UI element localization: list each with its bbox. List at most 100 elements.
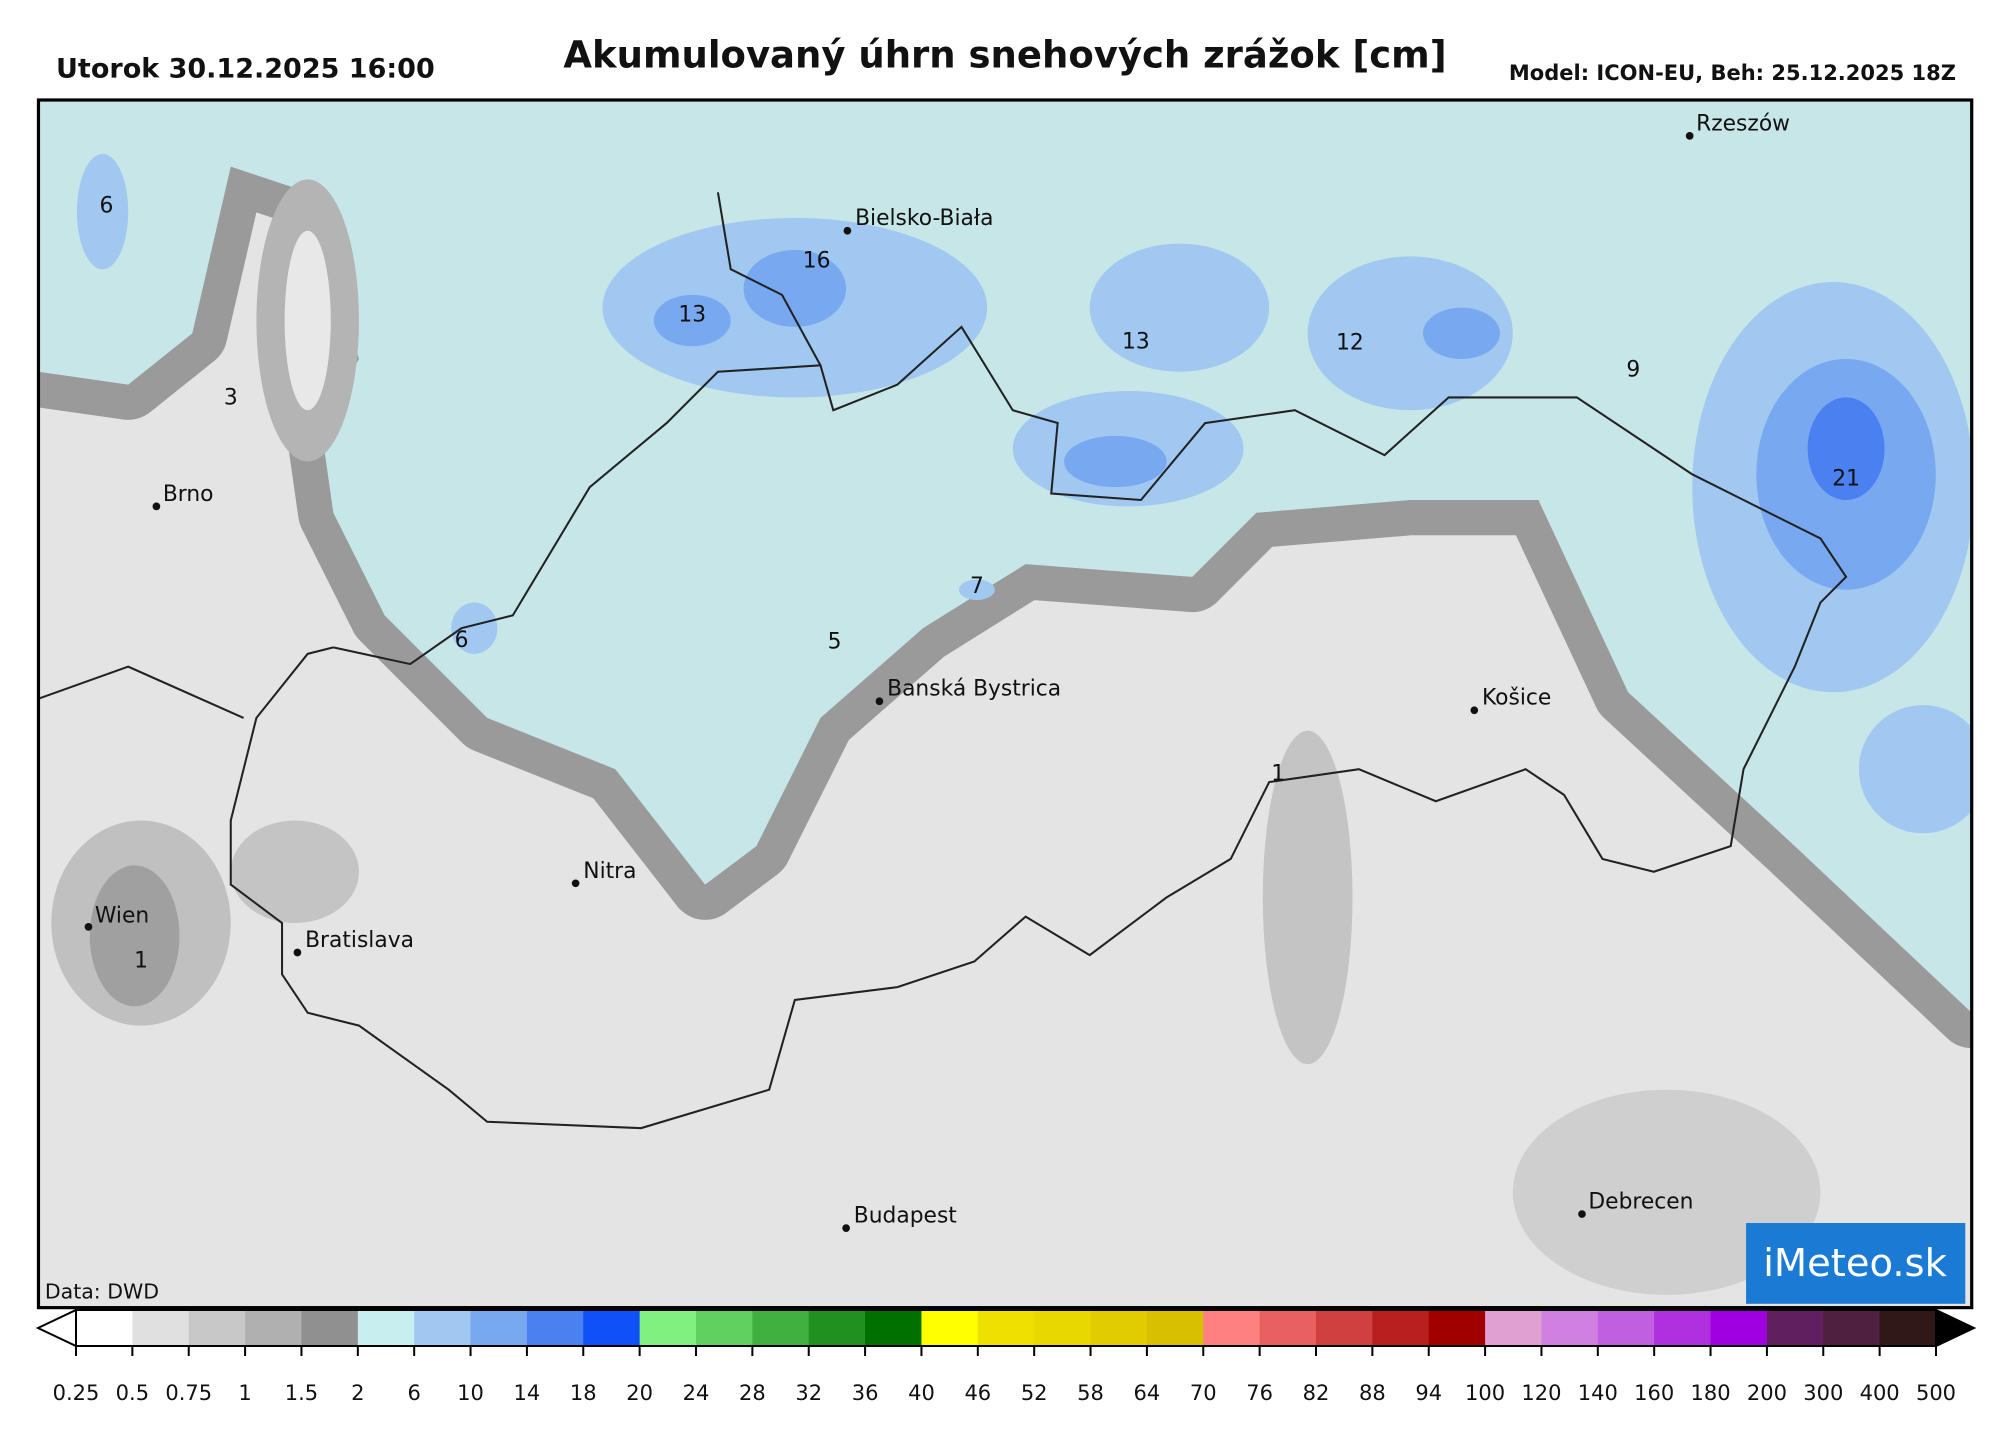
colorbar-segment: [977, 1310, 1035, 1346]
colorbar-tick-label: 14: [514, 1381, 541, 1405]
colorbar-segment: [188, 1310, 246, 1346]
colorbar-segment: [639, 1310, 697, 1346]
colorbar-segment: [808, 1310, 866, 1346]
value-label: 21: [1832, 466, 1860, 491]
colorbar-tick-label: 6: [407, 1381, 420, 1405]
value-label: 9: [1626, 357, 1640, 382]
cities: Rzeszów Bielsko-Biała Brno Banská Bystri…: [84, 111, 1790, 1233]
city-label: Košice: [1482, 686, 1551, 711]
colorbar-tick-label: 40: [908, 1381, 935, 1405]
colorbar-segment: [526, 1310, 584, 1346]
city-label: Wien: [95, 904, 149, 929]
city-label: Rzeszów: [1696, 111, 1790, 136]
colorbar-tick-label: 46: [964, 1381, 991, 1405]
title: Akumulovaný úhrn snehových zrážok [cm]: [563, 34, 1446, 77]
colorbar-tick-label: 24: [683, 1381, 710, 1405]
colorbar-segment: [1259, 1310, 1317, 1346]
city-label: Bielsko-Biała: [855, 206, 993, 231]
datetime: Utorok 30.12.2025 16:00: [56, 54, 435, 85]
colorbar-tick-label: 10: [457, 1381, 484, 1405]
colorbar-tick-label: 82: [1303, 1381, 1330, 1405]
colorbar-tick-label: 180: [1690, 1381, 1730, 1405]
colorbar-segment: [245, 1310, 302, 1346]
colorbar-tick-label: 1: [238, 1381, 251, 1405]
value-label: 12: [1336, 331, 1364, 356]
city-label: Banská Bystrica: [887, 677, 1061, 702]
city-label: Bratislava: [305, 928, 414, 953]
colorbar-segment: [1823, 1310, 1881, 1346]
colorbar-segment: [752, 1310, 810, 1346]
colorbar-segment: [1879, 1310, 1937, 1346]
colorbar-segment: [414, 1310, 472, 1346]
value-label: 6: [99, 193, 113, 218]
colorbar-tick-label: 94: [1415, 1381, 1442, 1405]
value-label: 13: [678, 302, 706, 327]
colorbar-tick-label: 58: [1077, 1381, 1104, 1405]
colorbar-tick-label: 64: [1134, 1381, 1161, 1405]
city-label: Debrecen: [1588, 1190, 1693, 1215]
colorbar-tick-label: 200: [1747, 1381, 1787, 1405]
colorbar-segment: [132, 1310, 190, 1346]
colorbar: 0.25 0.5 0.75 1 1.5 2 6 10 14 18 20 24 28 32 36 40 46 52 5…: [35, 1308, 1977, 1405]
colorbar-tick-label: 70: [1190, 1381, 1217, 1405]
value-label: 13: [1122, 329, 1150, 354]
value-label: 7: [970, 574, 984, 599]
colorbar-segment: [583, 1310, 641, 1346]
colorbar-segment: [696, 1310, 753, 1346]
value-label: 1: [134, 949, 148, 974]
colorbar-segment: [1372, 1310, 1430, 1346]
value-label: 6: [455, 628, 469, 653]
colorbar-tick-label: 160: [1634, 1381, 1674, 1405]
colorbar-segment: [1541, 1310, 1599, 1346]
colorbar-segment: [1710, 1310, 1768, 1346]
colorbar-tick-label: 140: [1578, 1381, 1618, 1405]
colorbar-segment: [1146, 1310, 1204, 1346]
colorbar-segment: [921, 1310, 979, 1346]
colorbar-segment: [1766, 1310, 1824, 1346]
colorbar-tick-label: 500: [1916, 1381, 1956, 1405]
colorbar-tick-label: 36: [852, 1381, 879, 1405]
colorbar-segment: [357, 1310, 415, 1346]
colorbar-tick-label: 300: [1803, 1381, 1843, 1405]
value-label: 1: [1271, 761, 1285, 786]
colorbar-tick-label: 100: [1465, 1381, 1505, 1405]
colorbar-tick-label: 120: [1521, 1381, 1561, 1405]
colorbar-tick-label: 20: [626, 1381, 653, 1405]
colorbar-segment: [1597, 1310, 1655, 1346]
map: Rzeszów Bielsko-Biała Brno Banská Bystri…: [36, 98, 1974, 1310]
colorbar-high-arrow: [1935, 1308, 1977, 1348]
colorbar-segment: [865, 1310, 922, 1346]
colorbar-segment: [301, 1310, 359, 1346]
data-credit: Data: DWD: [45, 1279, 159, 1303]
logo-box: [1746, 1223, 1966, 1304]
colorbar-tick-label: 0.75: [165, 1381, 212, 1405]
colorbar-tick-label: 400: [1860, 1381, 1900, 1405]
colorbar-segment: [1485, 1310, 1542, 1346]
colorbar-tick-label: 18: [570, 1381, 597, 1405]
colorbar-tick-label: 32: [795, 1381, 822, 1405]
colorbar-tick-label: 2: [351, 1381, 364, 1405]
value-labels: 6 16 13 13 12 9 3 21 7 6 5 1 1: [99, 193, 1859, 973]
colorbar-tick-label: 52: [1021, 1381, 1048, 1405]
colorbar-segment: [1203, 1310, 1261, 1346]
colorbar-tick-label: 28: [739, 1381, 766, 1405]
logo: iMeteo.sk: [1763, 1241, 1947, 1286]
colorbar-segment: [470, 1310, 528, 1346]
value-label: 5: [828, 629, 842, 654]
model-info: Model: ICON-EU, Beh: 25.12.2025 18Z: [1509, 61, 1956, 85]
colorbar-segment: [1316, 1310, 1373, 1346]
value-label: 16: [803, 249, 831, 274]
colorbar-segment: [1090, 1310, 1148, 1346]
colorbar-segment: [1034, 1310, 1092, 1346]
colorbar-tick-label: 88: [1359, 1381, 1386, 1405]
colorbar-segment: [1428, 1310, 1486, 1346]
value-label: 3: [224, 386, 238, 411]
colorbar-tick-label: 0.5: [116, 1381, 149, 1405]
colorbar-tick-label: 1.5: [285, 1381, 318, 1405]
colorbar-tick-label: 0.25: [53, 1381, 100, 1405]
colorbar-tick-label: 76: [1246, 1381, 1273, 1405]
city-label: Nitra: [583, 859, 636, 884]
colorbar-segment: [76, 1310, 133, 1346]
city-label: Brno: [163, 482, 214, 507]
colorbar-frame: [75, 1309, 1937, 1347]
